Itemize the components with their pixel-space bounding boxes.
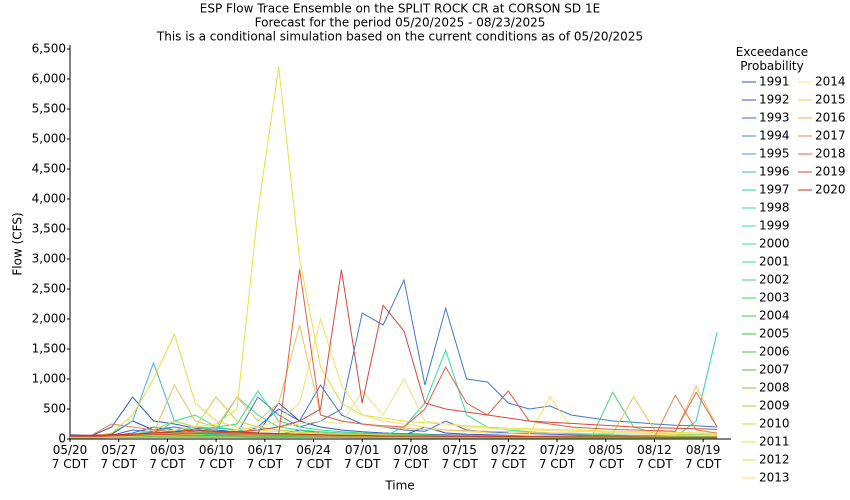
- legend-label: 2018: [815, 147, 846, 161]
- x-tick-label: 08/12 7 CDT: [636, 443, 673, 471]
- legend-label: 2007: [759, 363, 790, 377]
- legend-label: 2016: [815, 111, 846, 125]
- x-tick-label: 07/22 7 CDT: [490, 443, 527, 471]
- y-tick-label: 1,500: [32, 342, 66, 356]
- series-line: [70, 429, 718, 438]
- legend-label: 2015: [815, 93, 846, 107]
- legend-label: 2003: [759, 291, 790, 305]
- series-line: [70, 278, 718, 438]
- x-tick-label: 07/08 7 CDT: [392, 443, 430, 471]
- x-tick-label: 06/17 7 CDT: [246, 443, 284, 471]
- legend-label: 2004: [759, 309, 790, 323]
- y-tick-label: 2,000: [32, 312, 66, 326]
- legend-label: 2001: [759, 255, 790, 269]
- y-tick-label: 2,500: [32, 282, 66, 296]
- series-line: [70, 269, 718, 437]
- x-tick-label: 05/20 7 CDT: [51, 443, 89, 471]
- series-line: [70, 348, 718, 438]
- chart-title: ESP Flow Trace Ensemble on the SPLIT ROC…: [200, 2, 600, 16]
- legend-label: 2013: [759, 471, 790, 485]
- y-axis-label: Flow (CFS): [11, 212, 25, 275]
- legend-label: 2020: [815, 183, 846, 197]
- y-tick-label: 5,500: [32, 102, 66, 116]
- y-tick-label: 6,000: [32, 72, 66, 86]
- legend-label: 2006: [759, 345, 790, 359]
- legend-label: 2012: [759, 453, 790, 467]
- series-line: [70, 66, 718, 437]
- legend-label: 2005: [759, 327, 790, 341]
- legend-label: 1992: [759, 93, 790, 107]
- y-tick-label: 0: [58, 432, 66, 446]
- legend-label: 1993: [759, 111, 790, 125]
- x-axis-label: Time: [384, 479, 414, 493]
- legend-label: 2008: [759, 381, 790, 395]
- legend-label: 1991: [759, 75, 790, 89]
- x-tick-label: 06/03 7 CDT: [149, 443, 186, 471]
- y-tick-label: 4,500: [32, 162, 66, 176]
- legend-label: 1999: [759, 219, 790, 233]
- x-tick-label: 07/29 7 CDT: [538, 443, 576, 471]
- y-tick-label: 6,500: [32, 42, 66, 56]
- legend-label: 1998: [759, 201, 790, 215]
- legend-label: 2000: [759, 237, 790, 251]
- x-tick-label: 07/01 7 CDT: [344, 443, 381, 471]
- series-line: [70, 324, 718, 437]
- legend-label: 2011: [759, 435, 790, 449]
- legend-label: 2009: [759, 399, 790, 413]
- y-tick-label: 3,000: [32, 252, 66, 266]
- x-tick-label: 05/27 7 CDT: [100, 443, 137, 471]
- legend-label: 1995: [759, 147, 790, 161]
- chart-annotation: This is a conditional simulation based o…: [156, 30, 643, 44]
- y-tick-label: 4,000: [32, 192, 66, 206]
- series-line: [70, 391, 718, 438]
- legend-label: 2010: [759, 417, 790, 431]
- legend-label: 1997: [759, 183, 790, 197]
- legend-label: 2019: [815, 165, 846, 179]
- y-tick-label: 500: [43, 402, 66, 416]
- x-tick-label: 07/15 7 CDT: [441, 443, 478, 471]
- x-tick-label: 08/05 7 CDT: [587, 443, 624, 471]
- chart-subtitle: Forecast for the period 05/20/2025 - 08/…: [255, 16, 546, 30]
- x-tick-label: 08/19 7 CDT: [684, 443, 722, 471]
- legend-label: 2002: [759, 273, 790, 287]
- x-tick-label: 06/24 7 CDT: [295, 443, 332, 471]
- x-tick-label: 06/10 7 CDT: [197, 443, 235, 471]
- legend-title: Exceedance Probability: [735, 45, 809, 73]
- legend-label: 2014: [815, 75, 846, 89]
- series-line: [70, 436, 718, 439]
- legend-label: 2017: [815, 129, 846, 143]
- series-line: [70, 269, 718, 438]
- y-tick-label: 3,500: [32, 222, 66, 236]
- legend-label: 1994: [759, 129, 790, 143]
- y-tick-label: 5,000: [32, 132, 66, 146]
- y-tick-label: 1,000: [32, 372, 66, 386]
- legend-label: 1996: [759, 165, 790, 179]
